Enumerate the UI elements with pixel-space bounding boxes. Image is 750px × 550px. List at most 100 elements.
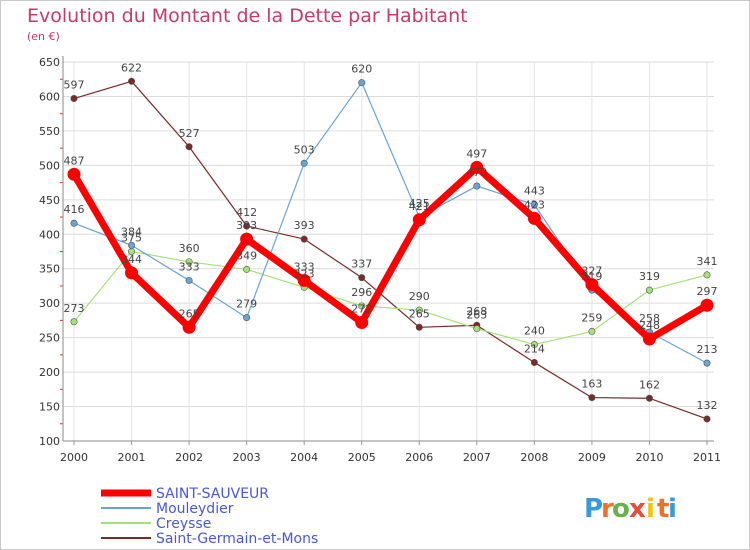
data-point-saint-sauveur <box>585 278 599 292</box>
data-label-creysse: 273 <box>64 302 85 315</box>
data-point-saint-sauveur <box>182 320 196 334</box>
data-point-saint-germain-et-mons <box>358 274 366 282</box>
data-point-saint-germain-et-mons <box>128 77 136 85</box>
logo-letter: i <box>668 494 677 524</box>
chart-title: Evolution du Montant de la Dette par Hab… <box>27 5 468 27</box>
data-point-mouleydier <box>70 219 78 227</box>
x-tick-label: 2009 <box>578 451 606 464</box>
data-label-mouleydier: 279 <box>236 298 257 311</box>
y-tick-label: 150 <box>39 401 60 414</box>
data-label-saint-germain-et-mons: 412 <box>236 206 257 219</box>
data-point-mouleydier <box>300 159 308 167</box>
legend: SAINT-SAUVEURMouleydierCreysseSaint-Germ… <box>101 486 318 547</box>
logo-letter: P <box>584 494 603 524</box>
data-label-saint-germain-et-mons: 337 <box>351 258 372 271</box>
series-line-saint-sauveur <box>70 163 711 343</box>
data-label-saint-germain-et-mons: 527 <box>179 127 200 140</box>
y-tick-label: 450 <box>39 194 60 207</box>
series-line-saint-germain-et-mons <box>73 80 708 420</box>
data-label-saint-germain-et-mons: 132 <box>697 399 718 412</box>
data-point-creysse <box>588 327 596 335</box>
data-point-mouleydier <box>358 79 366 87</box>
data-label-saint-germain-et-mons: 597 <box>64 79 85 92</box>
data-label-saint-sauveur: 272 <box>351 302 372 315</box>
data-label-creysse: 319 <box>639 270 660 283</box>
data-point-saint-germain-et-mons <box>703 415 711 423</box>
data-point-saint-germain-et-mons <box>243 222 251 230</box>
data-label-saint-germain-et-mons: 162 <box>639 378 660 391</box>
data-label-saint-germain-et-mons: 163 <box>581 378 602 391</box>
data-label-saint-sauveur: 421 <box>409 200 430 213</box>
data-label-saint-germain-et-mons: 393 <box>294 219 315 232</box>
data-point-mouleydier <box>128 241 136 249</box>
data-point-creysse <box>358 302 366 310</box>
logo-letter: t <box>657 494 669 524</box>
data-label-mouleydier: 384 <box>121 225 142 238</box>
data-point-saint-sauveur <box>297 273 311 287</box>
data-point-saint-sauveur <box>67 167 81 181</box>
y-tick-label: 600 <box>39 90 60 103</box>
x-tick-label: 2007 <box>463 451 491 464</box>
data-point-saint-germain-et-mons <box>300 235 308 243</box>
x-tick-label: 2003 <box>233 451 261 464</box>
data-point-creysse <box>185 258 193 266</box>
logo-letter: i <box>646 494 655 524</box>
data-label-saint-sauveur: 344 <box>121 253 142 266</box>
x-tick-label: 2005 <box>348 451 376 464</box>
proxiti-logo: Pro x i ti <box>584 494 677 524</box>
data-label-creysse: 349 <box>236 249 257 262</box>
logo-letter: x <box>629 494 646 524</box>
data-label-saint-sauveur: 333 <box>294 260 315 273</box>
data-label-mouleydier: 319 <box>581 270 602 283</box>
y-tick-label: 650 <box>39 56 60 69</box>
data-point-creysse <box>243 265 251 273</box>
data-label-mouleydier: 333 <box>179 260 200 273</box>
y-tick-label: 550 <box>39 125 60 138</box>
data-label-mouleydier: 425 <box>409 197 430 210</box>
series-line-creysse <box>73 250 708 346</box>
data-point-saint-germain-et-mons <box>645 394 653 402</box>
y-tick-label: 300 <box>39 297 60 310</box>
logo-letter: o <box>612 494 630 524</box>
legend-label-saint-sauveur: SAINT-SAUVEUR <box>156 486 269 502</box>
y-tick-label: 500 <box>39 159 60 172</box>
data-label-creysse: 360 <box>179 242 200 255</box>
x-tick-label: 2002 <box>175 451 203 464</box>
data-point-saint-sauveur <box>412 213 426 227</box>
data-label-saint-sauveur: 265 <box>179 307 200 320</box>
data-label-creysse: 240 <box>524 325 545 338</box>
data-point-creysse <box>703 271 711 279</box>
data-point-saint-sauveur <box>470 160 484 174</box>
data-point-mouleydier <box>703 359 711 367</box>
data-point-saint-germain-et-mons <box>588 394 596 402</box>
data-point-mouleydier <box>473 182 481 190</box>
data-label-mouleydier: 503 <box>294 143 315 156</box>
data-label-mouleydier: 416 <box>64 203 85 216</box>
data-point-saint-sauveur <box>125 266 139 280</box>
data-point-creysse <box>645 286 653 294</box>
data-label-creysse: 341 <box>697 255 718 268</box>
legend-label-saint-germain-et-mons: Saint-Germain-et-Mons <box>156 531 318 547</box>
chart-subtitle: (en €) <box>27 30 60 43</box>
axes: 100 150 200 250 300 350 400 450 500 550 600 650 2000… <box>39 56 721 464</box>
data-label-saint-sauveur: 487 <box>64 154 85 167</box>
data-point-creysse <box>530 341 538 349</box>
data-point-saint-sauveur <box>527 211 541 225</box>
data-label-mouleydier: 443 <box>524 185 545 198</box>
data-point-saint-germain-et-mons <box>415 323 423 331</box>
data-label-saint-sauveur: 327 <box>581 265 602 278</box>
x-tick-label: 2008 <box>520 451 548 464</box>
data-point-saint-germain-et-mons <box>530 358 538 366</box>
data-label-saint-sauveur: 248 <box>639 319 660 332</box>
x-tick-label: 2006 <box>405 451 433 464</box>
y-tick-label: 100 <box>39 435 60 448</box>
data-point-mouleydier <box>185 276 193 284</box>
data-label-creysse: 375 <box>121 232 142 245</box>
logo-letter: r <box>601 494 614 524</box>
data-label-creysse: 290 <box>409 290 430 303</box>
data-point-mouleydier <box>530 201 538 209</box>
data-point-creysse <box>473 325 481 333</box>
grid <box>63 61 714 442</box>
